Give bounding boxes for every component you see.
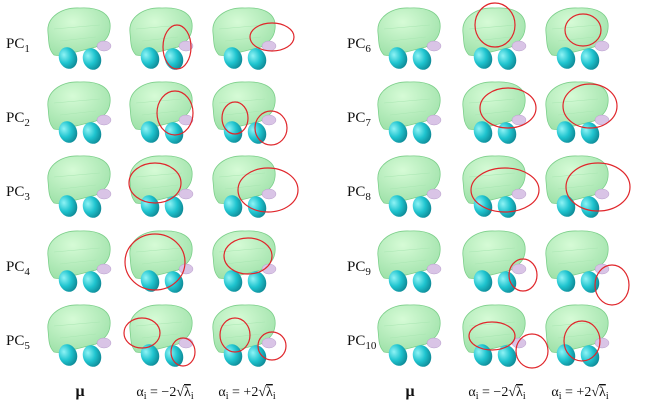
organ-model <box>130 156 193 221</box>
column-label: αi = −2√λi <box>468 385 525 402</box>
row-label-sub: 4 <box>24 266 30 278</box>
organ-model <box>48 156 111 221</box>
column-label: αi = +2√λi <box>218 385 275 402</box>
organ-model <box>48 82 111 147</box>
organ-model <box>463 305 526 370</box>
highlight-ellipse <box>516 334 548 368</box>
organ-model <box>378 156 441 221</box>
organ-model <box>378 82 441 147</box>
row-label-sub: 10 <box>365 340 377 352</box>
organ-model <box>378 231 441 296</box>
row-label-text: PC <box>347 259 365 275</box>
mu-label: μ <box>75 383 84 400</box>
column-label: αi = +2√λi <box>551 385 608 402</box>
row-label-text: PC <box>347 110 365 126</box>
row-label: PC5 <box>6 333 30 352</box>
equation: = −2 <box>479 385 509 400</box>
highlight-ellipse <box>595 265 629 305</box>
row-label-sub: 1 <box>24 43 30 55</box>
equation: = +2 <box>562 385 592 400</box>
organ-model <box>130 305 193 370</box>
row-label-sub: 6 <box>365 43 371 55</box>
organ-model <box>463 8 526 73</box>
organ-model <box>463 82 526 147</box>
row-label-text: PC <box>6 333 24 349</box>
row-label-sub: 9 <box>365 266 371 278</box>
organ-model <box>130 82 193 147</box>
column-label: μ <box>75 383 84 400</box>
organ-model <box>48 8 111 73</box>
row-label: PC4 <box>6 259 30 278</box>
row-label: PC7 <box>347 110 371 129</box>
mu-label: μ <box>405 383 414 400</box>
column-label: αi = −2√λi <box>136 385 193 402</box>
row-label: PC9 <box>347 259 371 278</box>
figure: PC1PC2PC3PC4PC5μαi = −2√λiαi = +2√λiPC6P… <box>0 0 654 405</box>
row-label-text: PC <box>347 333 365 349</box>
organ-model <box>546 231 609 296</box>
row-label-text: PC <box>347 184 365 200</box>
row-label-sub: 8 <box>365 191 371 203</box>
column-label: μ <box>405 383 414 400</box>
organ-model <box>130 8 193 73</box>
row-label: PC1 <box>6 36 30 55</box>
row-label: PC6 <box>347 36 371 55</box>
row-label-sub: 7 <box>365 117 371 129</box>
organ-model <box>213 231 276 296</box>
equation: = −2 <box>147 385 177 400</box>
row-label-text: PC <box>6 259 24 275</box>
organ-model <box>48 231 111 296</box>
lambda-sub: i <box>273 391 276 402</box>
organ-model <box>378 305 441 370</box>
row-label-text: PC <box>347 36 365 52</box>
lambda-sub: i <box>523 391 526 402</box>
equation: = +2 <box>229 385 259 400</box>
lambda-sub: i <box>606 391 609 402</box>
row-label: PC3 <box>6 184 30 203</box>
row-label-text: PC <box>6 110 24 126</box>
organ-model <box>546 82 609 147</box>
lambda-sub: i <box>191 391 194 402</box>
row-label-sub: 5 <box>24 340 30 352</box>
row-label-text: PC <box>6 184 24 200</box>
page: PC1PC2PC3PC4PC5μαi = −2√λiαi = +2√λiPC6P… <box>0 0 654 405</box>
organ-model <box>48 305 111 370</box>
organ-model <box>213 8 276 73</box>
row-label: PC8 <box>347 184 371 203</box>
organ-model <box>378 8 441 73</box>
row-label-sub: 2 <box>24 117 30 129</box>
row-label: PC2 <box>6 110 30 129</box>
organ-model <box>546 8 609 73</box>
row-label-text: PC <box>6 36 24 52</box>
row-label-sub: 3 <box>24 191 30 203</box>
organ-model <box>463 231 526 296</box>
organ-model <box>213 305 276 370</box>
organ-model <box>213 156 276 221</box>
row-label: PC10 <box>347 333 377 352</box>
